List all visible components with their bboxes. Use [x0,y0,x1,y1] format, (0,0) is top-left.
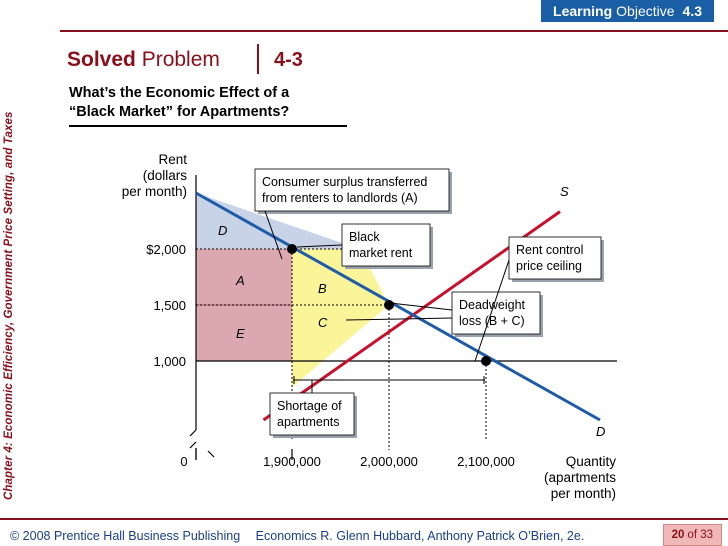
black-market-pointer [296,244,343,248]
area-label-D: D [218,223,227,238]
y-axis-label-line-1: Rent [158,152,187,167]
area-label-B: B [318,281,327,296]
deadweight-pointer-1 [389,302,453,311]
point-quantity-demanded [481,356,491,366]
x-axis-label-line-3: per month) [551,486,616,501]
y-axis-label-line-2: (dollars [143,168,188,183]
footer-book: Economics R. Glenn Hubbard, Anthony Patr… [255,529,585,543]
rent-control-callout-line-1: Rent control [516,243,583,257]
supply-label: S [560,184,569,199]
consumer-surplus-callout-line-1: Consumer surplus transferred [262,175,427,189]
area-D [196,193,360,249]
consumer-surplus-pointer [264,210,283,260]
learning-objective-label: Objective [616,3,675,19]
area-label-E: E [236,326,245,341]
x-tick-1900000: 1,900,000 [263,454,321,469]
black-market-callout-line-1: Black [349,230,380,244]
x-axis-label-line-2: (apartments [544,470,616,485]
demand-curve [195,191,601,422]
question-heading: What’s the Economic Effect of a “Black M… [69,84,289,122]
solved-bold: Solved [67,48,136,71]
y-tick-2000: $2,000 [146,242,186,257]
title-separator [257,44,259,74]
solved-rest: Problem [141,48,220,71]
question-underline [69,125,347,127]
page-of: of 33 [687,529,713,541]
consumer-surplus-callout-line-2: from renters to landlords (A) [262,191,418,205]
y-axis-break-2 [189,441,197,449]
solved-problem-title: Solved Problem [67,48,220,72]
page-current: 20 [671,529,685,541]
deadweight-callout-line-2: loss (B + C) [459,314,525,328]
rent-control-callout-box [508,236,602,280]
y-axis-break-1 [189,429,197,437]
footer-copyright: © 2008 Prentice Hall Business Publishing [10,529,241,543]
page-indicator: 20 of 33 [662,524,722,546]
bottom-divider [0,518,728,520]
y-tick-1500: 1,500 [153,298,186,313]
shortage-callout-line-1: Shortage of [277,399,342,413]
area-label-A: A [235,273,245,288]
x-tick-2100000: 2,100,000 [457,454,515,469]
rent-control-callout-line-2: price ceiling [516,259,582,273]
black-market-callout-box [341,223,431,267]
point-equilibrium [384,300,394,310]
point-black-market [287,244,297,254]
shortage-callout-line-2: apartments [277,415,340,429]
y-axis-label-line-3: per month) [122,184,187,199]
deadweight-pointer-2 [345,317,453,321]
x-axis-label-line-1: Quantity [566,454,617,469]
origin-label: 0 [180,454,187,469]
consumer-surplus-callout-box [254,168,450,212]
question-line-1: What’s the Economic Effect of a [69,85,290,101]
deadweight-callout-line-1: Deadweight [459,298,526,312]
footer: © 2008 Prentice Hall Business Publishing… [10,529,584,543]
area-B-C [292,249,389,388]
black-market-callout-line-2: market rent [349,246,413,260]
learning-objective-number: 4.3 [682,3,702,19]
question-line-2: “Black Market” for Apartments? [69,104,290,120]
x-axis-break [207,450,215,458]
y-tick-1000: 1,000 [153,354,186,369]
learning-objective-bold: Learning [553,3,613,19]
area-label-C: C [318,315,328,330]
learning-objective-badge: Learning Objective 4.3 [541,0,714,22]
demand-label: D [596,424,605,439]
problem-number: 4-3 [274,49,303,71]
x-tick-2000000: 2,000,000 [360,454,418,469]
rent-control-pointer [474,259,510,362]
top-divider [60,30,728,32]
